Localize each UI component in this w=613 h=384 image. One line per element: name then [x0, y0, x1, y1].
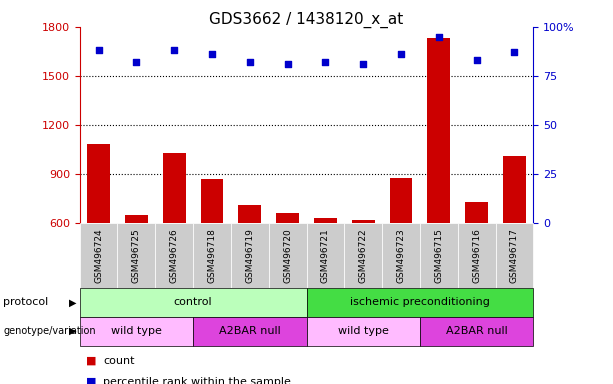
Text: wild type: wild type [111, 326, 162, 336]
Bar [163, 152, 186, 223]
Text: genotype/variation: genotype/variation [3, 326, 96, 336]
Bar [465, 202, 488, 223]
Point [509, 49, 519, 55]
Text: wild type: wild type [338, 326, 389, 336]
Text: GSM496725: GSM496725 [132, 228, 141, 283]
Point [283, 61, 292, 67]
Point [396, 51, 406, 57]
Text: ischemic preconditioning: ischemic preconditioning [350, 297, 490, 308]
Bar [238, 205, 261, 223]
Point [131, 59, 141, 65]
Text: protocol: protocol [3, 297, 48, 308]
Point [472, 57, 482, 63]
Bar [390, 178, 413, 223]
Bar [314, 218, 337, 223]
Text: ▶: ▶ [69, 326, 77, 336]
Text: GSM496717: GSM496717 [510, 228, 519, 283]
Text: GSM496724: GSM496724 [94, 228, 103, 283]
Text: ▶: ▶ [69, 297, 77, 308]
Text: percentile rank within the sample: percentile rank within the sample [103, 377, 291, 384]
Point [94, 47, 104, 53]
Text: GSM496726: GSM496726 [170, 228, 179, 283]
Text: GSM496722: GSM496722 [359, 228, 368, 283]
Text: control: control [173, 297, 213, 308]
Bar [276, 213, 299, 223]
Bar [503, 156, 526, 223]
Bar [352, 220, 375, 223]
Text: count: count [103, 356, 134, 366]
Text: A2BAR null: A2BAR null [446, 326, 508, 336]
Text: GSM496723: GSM496723 [397, 228, 406, 283]
Text: GSM496716: GSM496716 [472, 228, 481, 283]
Point [207, 51, 217, 57]
Text: GSM496715: GSM496715 [434, 228, 443, 283]
Bar [200, 179, 223, 223]
Text: ■: ■ [86, 356, 96, 366]
Point [321, 59, 330, 65]
Point [434, 33, 444, 40]
Point [169, 47, 179, 53]
Bar [427, 38, 450, 223]
Bar [87, 144, 110, 223]
Point [358, 61, 368, 67]
Text: GSM496721: GSM496721 [321, 228, 330, 283]
Text: A2BAR null: A2BAR null [219, 326, 281, 336]
Text: GSM496718: GSM496718 [207, 228, 216, 283]
Text: GDS3662 / 1438120_x_at: GDS3662 / 1438120_x_at [210, 12, 403, 28]
Text: GSM496719: GSM496719 [245, 228, 254, 283]
Bar [125, 215, 148, 223]
Text: ■: ■ [86, 377, 96, 384]
Point [245, 59, 255, 65]
Text: GSM496720: GSM496720 [283, 228, 292, 283]
